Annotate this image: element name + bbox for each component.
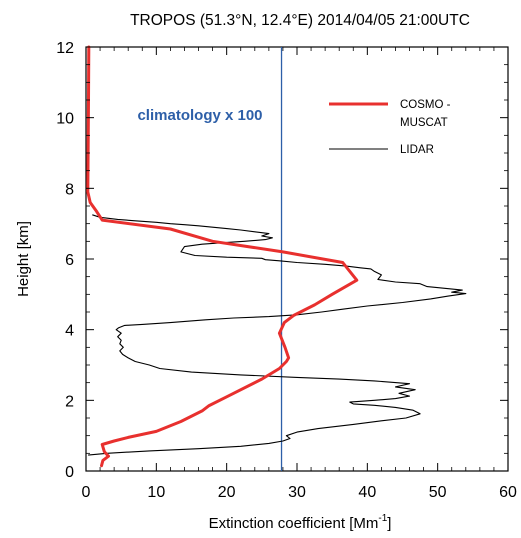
y-tick-label: 2 [65, 393, 74, 410]
y-tick-label: 0 [65, 464, 74, 481]
x-axis-label: Extinction coefficient [Mm-1] [209, 513, 392, 532]
y-tick-label: 4 [65, 323, 74, 340]
x-axis-label-superscript: -1 [378, 513, 387, 524]
x-tick-label: 10 [147, 484, 165, 501]
x-tick-label: 40 [358, 484, 376, 501]
x-tick-label: 0 [82, 484, 91, 501]
x-tick-label: 50 [429, 484, 447, 501]
y-axis: 0 2 4 6 8 10 12 [56, 40, 508, 481]
x-tick-label: 60 [499, 484, 517, 501]
legend-label-cosmo-muscat-1: COSMO - [400, 99, 451, 111]
chart-title: TROPOS (51.3°N, 12.4°E) 2014/04/05 21:00… [130, 12, 470, 29]
x-tick-label: 20 [218, 484, 236, 501]
climatology-annotation: climatology x 100 [137, 107, 262, 124]
y-tick-label: 8 [65, 181, 74, 198]
legend: COSMO - MUSCAT LIDAR [329, 99, 451, 156]
legend-label-lidar: LIDAR [400, 144, 434, 156]
series-lidar-line [88, 214, 467, 456]
y-axis-label: Height [km] [15, 221, 32, 297]
y-tick-label: 6 [65, 252, 74, 269]
legend-label-cosmo-muscat-2: MUSCAT [400, 117, 448, 129]
x-tick-label: 30 [288, 484, 306, 501]
y-tick-label: 10 [56, 111, 74, 128]
x-axis: 0 10 20 30 40 50 60 [82, 47, 517, 501]
series-cosmo-muscat-line [86, 45, 359, 468]
y-tick-label: 12 [56, 40, 74, 57]
